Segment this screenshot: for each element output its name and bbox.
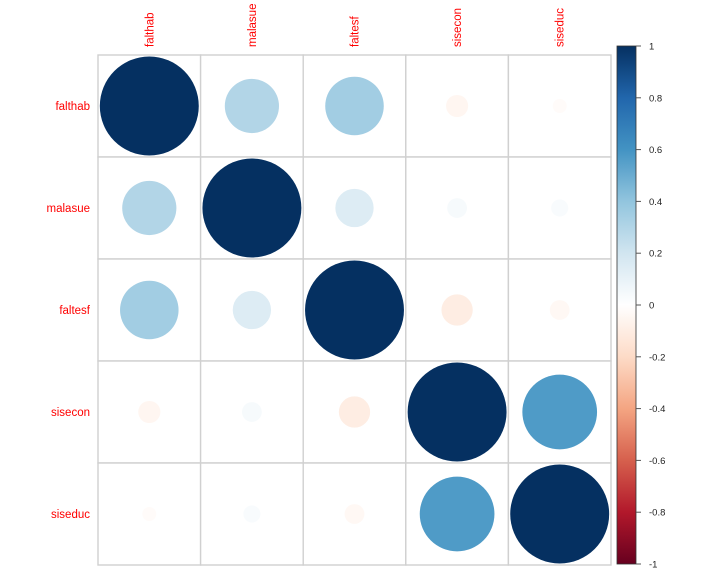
colorbar-gradient	[616, 45, 637, 565]
corr-circle-malasue-faltesf	[335, 188, 374, 228]
row-label-faltesf: faltesf	[59, 305, 90, 317]
colorbar-tick-label--0.6: -0.6	[649, 456, 665, 467]
corr-circle-siseduc-malasue	[243, 505, 261, 523]
row-label-falthab: falthab	[55, 101, 90, 113]
corr-circle-falthab-faltesf	[325, 76, 384, 136]
colorbar-tick-label-0: 0	[649, 301, 654, 312]
colorbar-tick-label--0.8: -0.8	[649, 508, 665, 519]
col-label-siseduc: siseduc	[555, 8, 567, 47]
grid-cell-faltesf-siseduc	[507, 258, 612, 362]
corr-circle-falthab-sisecon	[446, 94, 469, 118]
colorbar-tick-label--0.4: -0.4	[649, 404, 665, 415]
corr-circle-sisecon-falthab	[138, 400, 161, 424]
corr-circle-faltesf-sisecon	[441, 294, 473, 326]
row-label-malasue: malasue	[47, 203, 90, 215]
col-label-malasue: malasue	[247, 4, 259, 47]
corr-circle-faltesf-malasue	[232, 290, 272, 330]
corr-circle-siseduc-faltesf	[344, 504, 365, 524]
corr-circle-falthab-siseduc	[552, 99, 567, 113]
colorbar-tick-label-0.6: 0.6	[649, 145, 662, 156]
col-label-faltesf: faltesf	[350, 16, 362, 47]
corr-circle-sisecon-faltesf	[338, 396, 371, 428]
corr-circle-faltesf-faltesf	[305, 260, 404, 360]
corr-circle-faltesf-falthab	[120, 280, 179, 340]
corr-circle-sisecon-siseduc	[522, 374, 598, 450]
corr-circle-sisecon-sisecon	[407, 362, 507, 462]
corr-circle-malasue-malasue	[202, 158, 302, 258]
row-label-siseduc: siseduc	[51, 509, 90, 521]
corr-circle-malasue-falthab	[122, 180, 177, 236]
col-label-falthab: falthab	[144, 12, 156, 47]
corr-circle-falthab-falthab	[99, 56, 199, 156]
corr-circle-falthab-malasue	[224, 78, 279, 134]
corr-circle-siseduc-siseduc	[510, 464, 610, 564]
corr-circle-faltesf-siseduc	[549, 300, 570, 320]
colorbar-tick-label--1: -1	[649, 560, 657, 571]
grid-cell-malasue-faltesf	[302, 156, 407, 260]
corr-circle-siseduc-sisecon	[419, 476, 495, 552]
colorbar-tick-label-1: 1	[649, 42, 654, 53]
colorbar-tick-label-0.8: 0.8	[649, 93, 662, 104]
grid-cell-siseduc-malasue	[199, 462, 304, 566]
colorbar-tick-label-0.4: 0.4	[649, 197, 662, 208]
corr-circle-siseduc-falthab	[142, 507, 157, 521]
corr-circle-sisecon-malasue	[242, 402, 262, 422]
row-label-sisecon: sisecon	[51, 407, 90, 419]
colorbar-tick-label-0.2: 0.2	[649, 249, 662, 260]
corr-circle-malasue-sisecon	[447, 198, 467, 218]
colorbar-tick-label--0.2: -0.2	[649, 352, 665, 363]
corr-circle-malasue-siseduc	[551, 199, 569, 217]
grid-cell-faltesf-sisecon	[405, 258, 510, 362]
col-label-sisecon: sisecon	[452, 8, 464, 47]
